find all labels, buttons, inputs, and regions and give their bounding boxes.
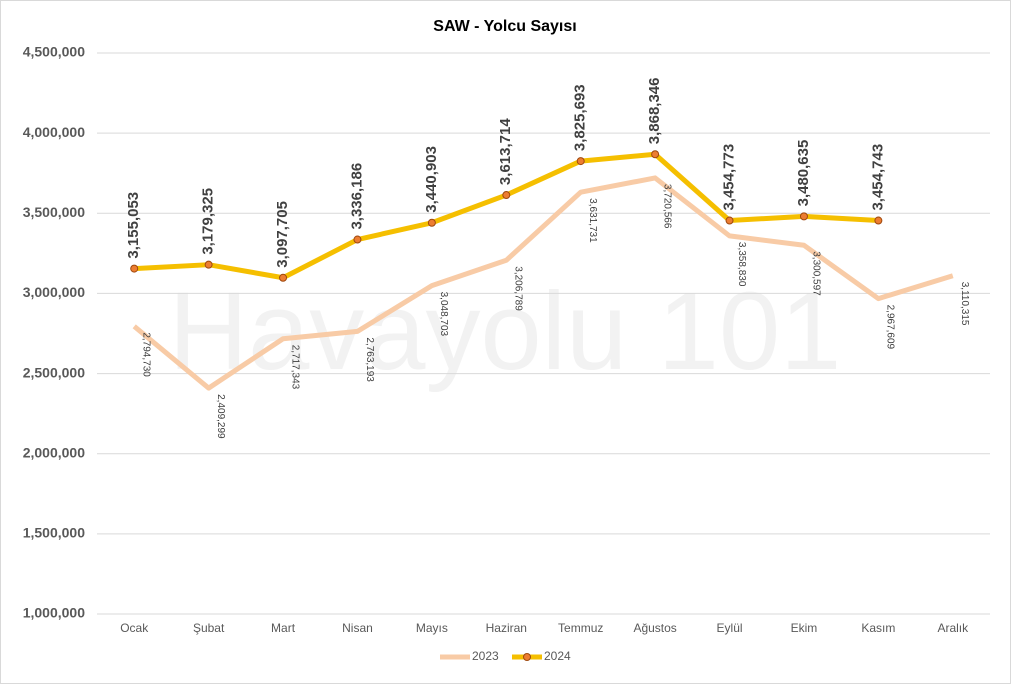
data-label: 3,454,773 (721, 144, 738, 211)
data-label: 3,358,830 (736, 242, 747, 287)
data-label: 3,336,186 (348, 163, 365, 230)
data-label: 3,097,705 (274, 201, 291, 268)
marker (799, 212, 808, 221)
marker (874, 216, 883, 225)
data-label: 3,155,053 (125, 192, 142, 259)
x-tick-label: Aralık (937, 621, 969, 635)
marker (427, 218, 436, 227)
data-label: 2,794,730 (141, 332, 152, 377)
x-tick-label: Nisan (342, 621, 373, 635)
data-label: 3,179,325 (200, 188, 217, 255)
data-label: 3,300,597 (810, 251, 821, 296)
data-label: 3,868,346 (646, 78, 663, 145)
legend-label: 2024 (544, 649, 571, 663)
x-tick-label: Şubat (193, 621, 225, 635)
y-tick-label: 4,500,000 (23, 44, 85, 60)
data-label: 2,717,343 (289, 345, 300, 390)
data-label: 3,206,789 (513, 266, 524, 311)
x-tick-label: Temmuz (558, 621, 603, 635)
y-tick-label: 3,000,000 (23, 284, 85, 300)
marker (204, 260, 213, 269)
marker (725, 216, 734, 225)
x-tick-label: Ağustos (633, 621, 676, 635)
marker (279, 273, 288, 282)
x-tick-label: Ekim (791, 621, 818, 635)
x-tick-label: Mart (271, 621, 296, 635)
marker (502, 191, 511, 200)
x-tick-label: Kasım (861, 621, 895, 635)
data-label: 3,613,714 (497, 118, 514, 185)
data-label: 2,409,299 (215, 394, 226, 439)
y-tick-label: 4,000,000 (23, 124, 85, 140)
watermark: Havayolu 101 (169, 270, 842, 393)
marker (576, 157, 585, 166)
data-label: 3,720,566 (661, 184, 672, 229)
y-tick-label: 3,500,000 (23, 204, 85, 220)
data-label: 3,480,635 (795, 140, 812, 207)
legend-marker (523, 653, 531, 661)
data-label: 3,110,315 (959, 282, 970, 326)
marker (353, 235, 362, 244)
y-tick-label: 1,000,000 (23, 605, 85, 621)
data-label: 2,763,193 (364, 337, 375, 382)
data-label: 3,631,731 (587, 198, 598, 243)
marker (651, 150, 660, 159)
x-tick-label: Ocak (120, 621, 149, 635)
x-tick-label: Eylül (717, 621, 743, 635)
marker (130, 264, 139, 273)
chart-title: SAW - Yolcu Sayısı (433, 18, 576, 35)
data-label: 3,454,743 (869, 144, 886, 211)
y-tick-label: 2,500,000 (23, 364, 85, 380)
x-tick-label: Haziran (486, 621, 527, 635)
data-label: 3,048,703 (438, 292, 449, 337)
y-tick-label: 1,500,000 (23, 525, 85, 541)
data-label: 3,440,903 (423, 146, 440, 213)
data-label: 3,825,693 (572, 84, 589, 151)
legend-label: 2023 (472, 649, 499, 663)
data-label: 2,967,609 (885, 305, 896, 350)
x-tick-label: Mayıs (416, 621, 448, 635)
series-line (132, 175, 954, 391)
y-tick-label: 2,000,000 (23, 444, 85, 460)
